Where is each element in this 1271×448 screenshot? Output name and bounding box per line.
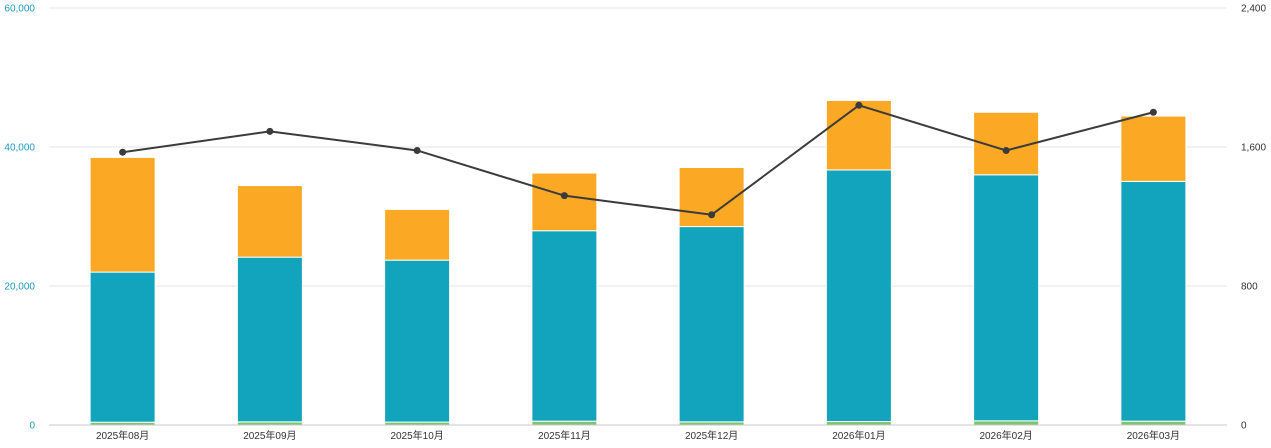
bar-segment-1[interactable] (973, 174, 1040, 422)
bar-segment-2[interactable] (89, 156, 156, 273)
bar-segment-0[interactable] (825, 421, 892, 426)
bar-segment-1[interactable] (236, 256, 303, 423)
grid (49, 7, 1227, 287)
bar-segment-2[interactable] (384, 208, 451, 261)
x-tick-label: 2025年10月 (390, 429, 443, 442)
axes: 0 20,000 40,000 60,000 0 800 1,600 2,400 2025年08… (4, 4, 1266, 443)
bar-segment-2[interactable] (236, 185, 303, 258)
bar-segment-1[interactable] (1120, 180, 1187, 422)
y-right-tick-label: 800 (1241, 282, 1258, 293)
x-tick-label: 2026年02月 (979, 429, 1032, 442)
line-point[interactable] (266, 127, 274, 135)
bar-segment-1[interactable] (531, 230, 598, 422)
bar-segment-0[interactable] (973, 420, 1040, 426)
y-left-tick-label: 40,000 (4, 143, 35, 154)
bar-segment-1[interactable] (384, 259, 451, 423)
y-left-tick-label: 60,000 (4, 4, 35, 15)
line-point[interactable] (413, 146, 421, 154)
y-left-tick-label: 20,000 (4, 282, 35, 293)
y-left-tick-label: 0 (29, 421, 35, 432)
y-right-tick-label: 2,400 (1241, 4, 1266, 15)
bar-segment-1[interactable] (89, 271, 156, 423)
line-point[interactable] (1002, 146, 1010, 154)
bar-segment-2[interactable] (531, 172, 598, 232)
bar-segment-1[interactable] (825, 169, 892, 423)
x-tick-label: 2026年01月 (832, 429, 885, 442)
bar-segment-0[interactable] (1120, 420, 1187, 426)
line-path (122, 104, 1154, 216)
x-tick-label: 2025年08月 (96, 429, 149, 442)
line-point[interactable] (119, 148, 127, 156)
line-point[interactable] (1149, 108, 1157, 116)
x-tick-label: 2026年03月 (1127, 429, 1180, 442)
bars (89, 99, 1187, 426)
line-point[interactable] (560, 192, 568, 200)
bar-segment-2[interactable] (825, 99, 892, 171)
x-tick-label: 2025年09月 (243, 429, 296, 442)
y-right-tick-label: 1,600 (1241, 143, 1266, 154)
line-point[interactable] (708, 211, 716, 219)
y-right-tick-label: 0 (1241, 421, 1247, 432)
bar-segment-1[interactable] (678, 226, 745, 423)
bar-segment-2[interactable] (1120, 115, 1187, 182)
line-series (119, 101, 1157, 219)
line-point[interactable] (855, 101, 863, 109)
x-tick-label: 2025年11月 (538, 429, 591, 442)
x-tick-label: 2025年12月 (685, 429, 738, 442)
bar-segment-0[interactable] (531, 420, 598, 426)
